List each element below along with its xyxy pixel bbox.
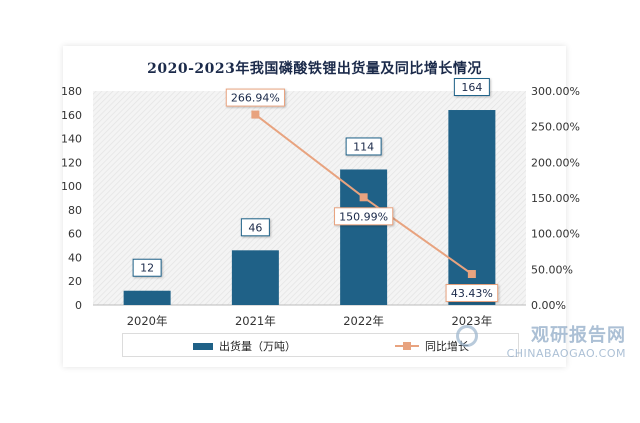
line-value-label: 150.99% — [339, 210, 388, 223]
bar-value-label-box — [345, 137, 382, 156]
line-point — [467, 270, 476, 279]
line-point — [251, 110, 260, 119]
line-value-label-box — [225, 88, 285, 107]
x-tick-label: 2022年 — [343, 314, 384, 328]
bar — [340, 169, 388, 305]
line-value-label: 43.43% — [451, 287, 493, 300]
line-point — [359, 193, 368, 202]
y-left-tick-label: 140 — [61, 133, 82, 146]
legend-label-bar: 出货量（万吨） — [219, 340, 296, 353]
x-tick-label: 2023年 — [451, 314, 492, 328]
line-value-label: 266.94% — [231, 92, 280, 105]
y-left-tick-label: 60 — [68, 228, 82, 241]
legend-swatch-line — [395, 342, 419, 350]
y-right-tick-label: 50.00% — [531, 263, 573, 276]
y-left-tick-label: 40 — [68, 251, 82, 264]
bar-value-label: 114 — [353, 140, 374, 153]
watermark: 观研报告网 CHINABAOGAO.COM — [476, 321, 626, 360]
line-value-label-box — [445, 284, 499, 303]
watermark-cn: 观研报告网 — [531, 325, 626, 346]
y-left-tick-label: 160 — [61, 109, 82, 122]
legend-item-bar: 出货量（万吨） — [193, 338, 296, 354]
y-right-tick-label: 150.00% — [531, 192, 580, 205]
chart-title: 2020-2023年我国磷酸铁锂出货量及同比增长情况 — [147, 61, 482, 77]
y-right-tick-label: 300.00% — [531, 85, 580, 98]
bar-value-label-box — [240, 218, 270, 237]
watermark-en: CHINABAOGAO.COM — [506, 347, 626, 360]
y-left-tick-label: 20 — [68, 275, 82, 288]
y-left-tick-label: 0 — [75, 299, 82, 312]
y-right-tick-label: 0.00% — [531, 299, 566, 312]
bar-value-label: 46 — [248, 221, 262, 234]
y-left-tick-label: 120 — [61, 156, 82, 169]
bar-value-label-box — [453, 78, 490, 97]
y-left-tick-label: 80 — [68, 204, 82, 217]
legend-swatch-bar — [193, 342, 213, 350]
watermark-logo-icon — [456, 325, 478, 347]
x-tick-label: 2020年 — [127, 314, 168, 328]
bar-value-label: 164 — [461, 81, 482, 94]
bar — [231, 250, 279, 305]
bar — [123, 290, 171, 305]
legend: 出货量（万吨） 同比增长 — [122, 333, 519, 357]
y-right-tick-label: 100.00% — [531, 228, 580, 241]
y-right-tick-label: 200.00% — [531, 156, 580, 169]
y-right-tick-label: 250.00% — [531, 121, 580, 134]
y-left-tick-label: 180 — [61, 85, 82, 98]
y-left-tick-label: 100 — [61, 180, 82, 193]
bar-value-label: 12 — [140, 262, 154, 275]
x-tick-label: 2021年 — [235, 314, 276, 328]
bar-value-label-box — [132, 258, 162, 277]
line-value-label-box — [334, 207, 394, 226]
